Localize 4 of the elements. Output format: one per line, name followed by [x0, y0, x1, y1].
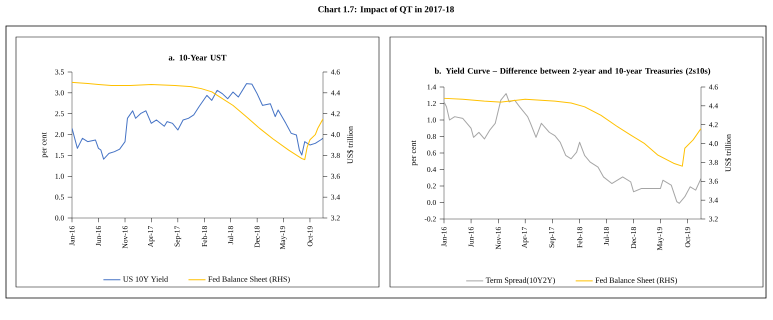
chart-title: b. Yield Curve – Difference between 2-year and 10-year Treasuries (2s10s) [434, 68, 710, 76]
line-series [444, 98, 702, 167]
caption: Chart 1.7: Impact of QT in 2017-18 [318, 6, 454, 14]
chart-title: a. 10-Year UST [168, 54, 226, 61]
